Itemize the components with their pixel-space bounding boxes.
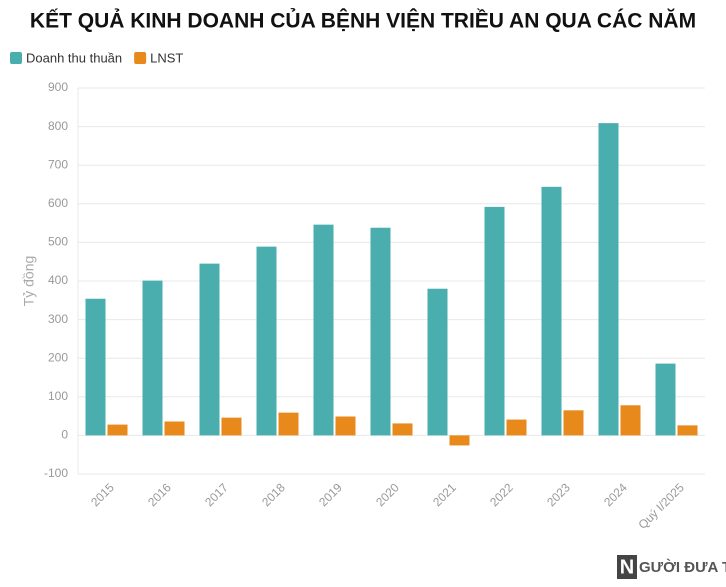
y-tick-label: 300 — [48, 312, 68, 326]
bar — [677, 425, 698, 436]
x-tick-label: 2015 — [88, 480, 117, 509]
bar — [392, 423, 413, 436]
y-tick-label: 700 — [48, 157, 68, 171]
x-tick-label: Quý I/2025 — [635, 480, 687, 532]
watermark-box — [617, 555, 637, 579]
y-tick-label: 0 — [61, 428, 68, 442]
legend-label: Doanh thu thuần — [26, 50, 122, 65]
bar — [506, 419, 527, 436]
bar — [427, 288, 448, 436]
chart-title: KẾT QUẢ KINH DOANH CỦA BỆNH VIỆN TRIỀU A… — [30, 9, 696, 33]
x-tick-label: 2016 — [145, 480, 174, 509]
bar — [449, 435, 470, 446]
legend-swatch — [10, 52, 22, 64]
bar — [541, 186, 562, 436]
bar — [278, 412, 299, 436]
y-tick-label: -100 — [44, 466, 68, 480]
bar — [313, 224, 334, 436]
watermark-mark: N — [620, 556, 634, 578]
bar — [484, 206, 505, 436]
bar — [598, 123, 619, 436]
x-tick-label: 2017 — [202, 480, 231, 509]
bar — [221, 417, 242, 436]
y-tick-label: 600 — [48, 196, 68, 210]
y-tick-label: 200 — [48, 350, 68, 364]
bar — [199, 263, 220, 436]
x-tick-label: 2019 — [316, 480, 345, 509]
bar — [107, 424, 128, 436]
bar — [563, 410, 584, 436]
watermark-text: GƯỜI ĐƯA TIN — [639, 558, 726, 576]
y-tick-label: 500 — [48, 235, 68, 249]
bar — [256, 246, 277, 436]
y-tick-label: 900 — [48, 80, 68, 94]
bar — [620, 405, 641, 436]
x-tick-label: 2018 — [259, 480, 288, 509]
bar — [335, 416, 356, 436]
legend-swatch — [134, 52, 147, 64]
x-tick-label: 2024 — [601, 480, 630, 509]
y-tick-label: 800 — [48, 119, 68, 133]
bar — [85, 298, 106, 436]
x-tick-label: 2020 — [373, 480, 402, 509]
x-tick-label: 2021 — [430, 480, 459, 509]
y-tick-label: 100 — [48, 389, 68, 403]
legend-label: LNST — [150, 50, 183, 65]
bar — [370, 227, 391, 436]
bar — [142, 280, 163, 436]
y-axis-label: Tỷ đồng — [21, 256, 37, 307]
bar — [164, 421, 185, 436]
x-tick-label: 2022 — [487, 480, 516, 509]
x-tick-label: 2023 — [544, 480, 573, 509]
y-tick-label: 400 — [48, 273, 68, 287]
bar — [655, 363, 676, 436]
